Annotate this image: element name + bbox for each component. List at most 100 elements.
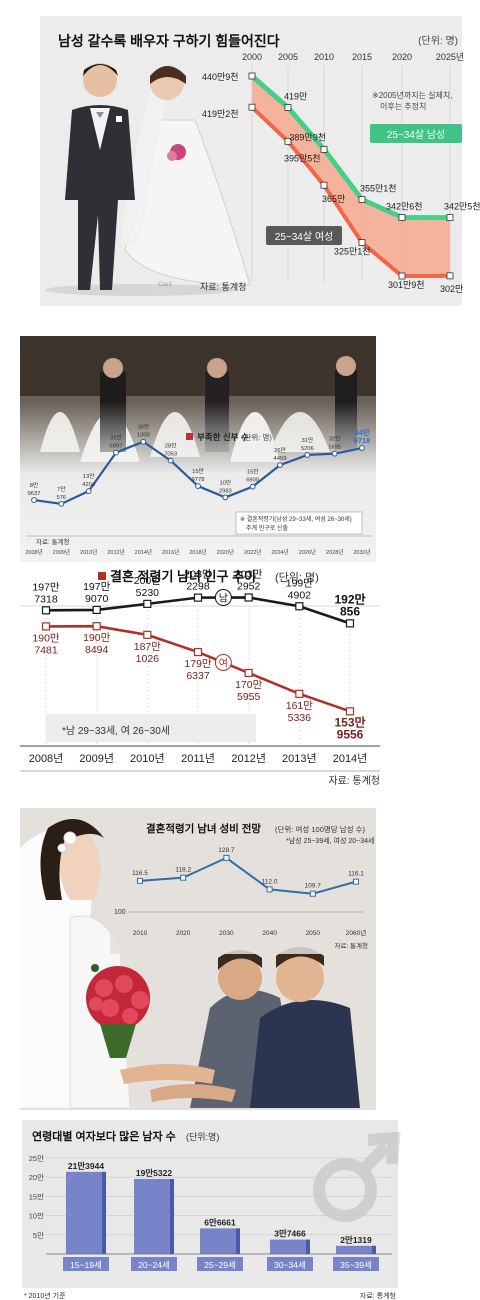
male-data-point <box>446 214 454 221</box>
male-label-bottom: 4902 <box>288 589 312 601</box>
bar-value-label: 3만7466 <box>274 1229 306 1239</box>
note-line-2: 추계 인구로 산출 <box>246 524 288 532</box>
data-point <box>304 452 311 458</box>
x-tick-label: 2028년 <box>326 548 343 556</box>
female-data-label: 395만5천 <box>284 153 321 163</box>
data-label-bottom: 1695 <box>328 445 341 451</box>
category-badge <box>267 1257 313 1271</box>
data-point <box>167 457 174 464</box>
x-tick-label: 2030년 <box>353 548 370 556</box>
data-label: 118.2 <box>175 867 191 874</box>
chart-title: 연령대별 여자보다 많은 남자 수 <box>32 1129 176 1143</box>
female-label-bottom: 5955 <box>237 691 261 703</box>
male-data-point <box>358 196 366 203</box>
data-label-bottom: 6997 <box>110 444 123 450</box>
data-label-top: 32만 <box>110 434 122 442</box>
data-label: 109.7 <box>305 883 322 890</box>
x-tick-label: 2025년 <box>436 52 464 62</box>
data-label-bottom: 4204 <box>82 482 96 488</box>
male-symbol-icon <box>313 1131 401 1222</box>
bar-value-label: 6만6661 <box>204 1217 236 1227</box>
male-label-top: 192만 <box>334 591 365 606</box>
bar-shade <box>306 1239 310 1254</box>
male-label-bottom: 7318 <box>34 593 58 605</box>
panel-bride-shortage: 부족한 신부 수 (단위: 명) 8만 9637 2008년 7만 576 2009년 13… <box>0 332 480 564</box>
male-data-point <box>92 605 101 615</box>
male-data-point <box>398 214 406 221</box>
data-label-top: 38만 <box>137 423 149 431</box>
note-line-1: ※ 결혼적령기(남성 29~33세, 여성 26~30세) <box>240 515 352 523</box>
male-data-point <box>248 72 256 80</box>
female-data-point <box>284 137 292 145</box>
male-data-point <box>193 593 203 602</box>
data-point <box>353 878 359 885</box>
data-point <box>140 438 147 445</box>
bar-value-label: 19만5322 <box>136 1168 172 1178</box>
x-tick-label: 2013년 <box>282 752 317 765</box>
female-data-label: 302만 <box>440 284 463 294</box>
chart-population-projection: 남성 갈수록 배우자 구하기 힘들어진다 (단위: 명) Cas1 2000 20… <box>40 16 480 306</box>
data-label-top: 34만 <box>354 427 369 437</box>
x-tick-label: 2014년 <box>135 548 152 556</box>
panel-population-projection: 남성 갈수록 배우자 구하기 힘들어진다 (단위: 명) Cas1 2000 20… <box>0 0 480 312</box>
data-point <box>223 854 230 861</box>
data-label: 112.0 <box>262 878 278 885</box>
data-label-bottom: 9637 <box>28 491 41 497</box>
chart-unit-note: (단위: 여성 100명당 남성 수) <box>275 824 366 834</box>
x-tick-label: 2010 <box>314 52 334 62</box>
data-point <box>58 500 65 507</box>
x-tick-label: 2026년 <box>299 548 316 556</box>
male-data-point <box>295 602 304 611</box>
data-point <box>331 450 338 457</box>
chart-unit: (단위:명) <box>186 1132 219 1142</box>
data-label-top: 15만 <box>247 468 259 476</box>
chart-source: 자료: 통계청 <box>36 537 70 546</box>
x-tick-label: 20~24세 <box>138 1260 170 1270</box>
men-illustration <box>120 947 360 1108</box>
chart-footnote: * 2010년 기준 <box>24 1291 66 1300</box>
x-tick-label: 2060년 <box>346 928 366 937</box>
chart-area-background <box>110 848 370 954</box>
female-data-point <box>92 622 101 631</box>
female-data-point <box>398 272 406 280</box>
female-label-bottom: 7481 <box>34 644 58 656</box>
panel-marriage-age-population: 결혼 적령기 남녀 인구 추이 (단위: 명) 2008년 2009년 2010년 2… <box>0 566 480 790</box>
chart-source: 자료: 통계청 <box>334 941 368 950</box>
female-series-line <box>250 105 451 279</box>
female-data-point <box>358 239 366 247</box>
data-label-top: 31만 <box>301 436 313 444</box>
data-label-bottom: 4459 <box>274 456 287 462</box>
x-tick-label: 30~34세 <box>274 1260 306 1270</box>
female-label-bottom: 9556 <box>337 727 364 741</box>
x-tick-label: 2020 <box>176 930 191 937</box>
data-point <box>85 488 92 495</box>
chart-area-background <box>20 402 376 562</box>
x-tick-label: 2009년 <box>79 752 114 765</box>
female-label-top: 161만 <box>286 700 314 712</box>
data-label: 116.5 <box>132 870 148 877</box>
bar-shade <box>372 1245 376 1254</box>
female-label-bottom: 6337 <box>186 670 210 682</box>
x-tick-label: 35~39세 <box>340 1260 372 1270</box>
male-data-label: 342만6천 <box>386 201 423 211</box>
x-tick-label: 2016년 <box>162 548 179 556</box>
x-tick-label: 25~29세 <box>204 1260 236 1270</box>
female-data-point <box>244 668 253 678</box>
data-label: 128.7 <box>218 847 235 854</box>
male-data-point <box>284 104 292 111</box>
data-label-bottom: 5206 <box>301 446 314 452</box>
x-tick-label: 2030 <box>219 930 234 937</box>
male-data-point <box>345 619 355 628</box>
data-label-bottom: 2983 <box>219 488 232 494</box>
chart-title: 결혼적령기 남녀 성비 전망 <box>146 822 261 835</box>
female-data-label: 419만2천 <box>202 109 239 119</box>
note-line-1: ※2005년까지는 실제치, <box>372 90 452 100</box>
female-label-bottom: 5336 <box>288 712 312 724</box>
male-label-top: 203만 <box>235 568 263 580</box>
category-badge <box>63 1257 109 1271</box>
female-label-top: 187만 <box>134 641 162 653</box>
female-label-top: 190만 <box>83 632 111 644</box>
x-tick-label: 2015 <box>352 52 372 62</box>
note-box <box>235 511 363 535</box>
female-series-badge <box>266 226 342 245</box>
